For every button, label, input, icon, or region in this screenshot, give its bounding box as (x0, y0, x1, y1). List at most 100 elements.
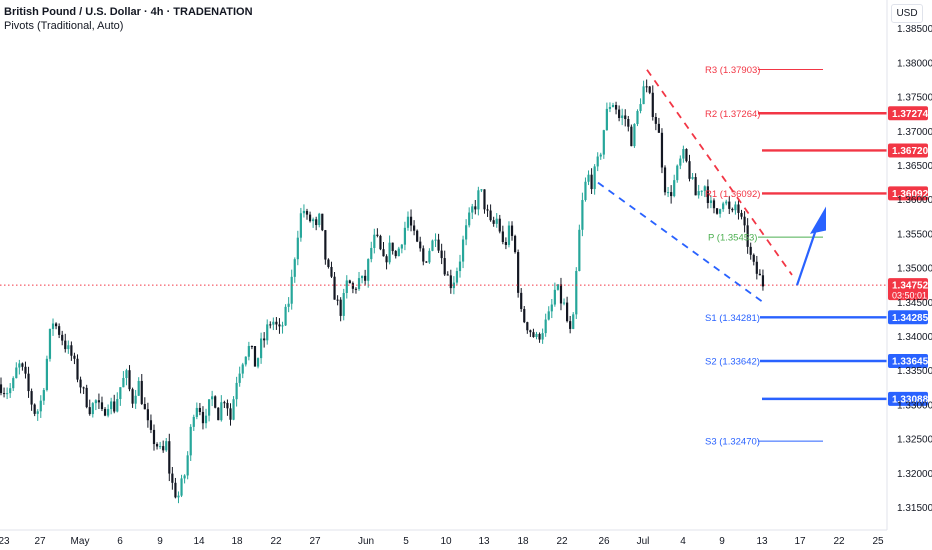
candle-body (455, 271, 459, 283)
candle-body (529, 330, 532, 333)
candle-body (694, 177, 697, 196)
last-price-tag-text: 1.34752 (892, 281, 929, 292)
candle-body (385, 256, 388, 263)
candle-body (217, 407, 220, 421)
candle-body (33, 404, 36, 414)
candle-body (679, 158, 682, 166)
pivot-label-r2: R2 (1.37264) (705, 109, 760, 120)
candle-body (602, 130, 605, 155)
candle-body (569, 321, 572, 329)
candle-body (189, 426, 192, 456)
candle-body (58, 326, 61, 335)
candle-body (100, 402, 104, 409)
candle-body (755, 261, 758, 274)
candle-body (48, 328, 52, 359)
candle-body (253, 346, 257, 367)
candle-body (140, 380, 143, 404)
candle-body (535, 333, 538, 337)
forecast-arrow-shaft (795, 223, 820, 286)
candle-body (440, 250, 443, 259)
candle-body (403, 227, 407, 245)
candle-body (192, 416, 195, 427)
candle-body (128, 370, 131, 390)
time-tick-label: 22 (556, 536, 568, 547)
price-tag-s2: 1.33645 (888, 353, 929, 368)
candle-body (517, 252, 520, 293)
candle-body (250, 346, 254, 348)
candle-body (116, 399, 119, 412)
candle-body (36, 411, 39, 414)
candle-body (642, 86, 645, 105)
candle-body (299, 213, 302, 238)
indicator-label[interactable]: Pivots (Traditional, Auto) (4, 20, 124, 32)
candle-body (263, 338, 266, 341)
candle-body (211, 396, 214, 400)
candle-body (697, 191, 700, 196)
candle-body (419, 241, 422, 249)
candle-body (737, 204, 740, 213)
candle-body (651, 92, 654, 117)
candle-body (645, 86, 648, 88)
price-tag-level-2-bg (888, 391, 928, 406)
candle-body (146, 409, 149, 421)
candle-body (6, 393, 9, 395)
candle-body (621, 115, 624, 118)
candle-body (220, 402, 223, 421)
candle-body (305, 210, 309, 215)
candle-body (618, 109, 621, 118)
candle-body (336, 299, 339, 301)
candle-body (474, 206, 477, 210)
candle-body (719, 209, 722, 214)
price-tick-label: 1.35000 (897, 264, 932, 275)
candle-body (88, 407, 91, 415)
currency-button[interactable]: USD (891, 4, 923, 23)
pivot-label-p: P (1.35453) (708, 233, 757, 244)
candle-body (691, 177, 694, 179)
candle-body (688, 161, 691, 179)
candle-body (45, 358, 48, 391)
candle-body (183, 475, 186, 479)
candle-body (162, 446, 165, 451)
candle-body (394, 251, 397, 257)
price-tag-s1: 1.34285 (888, 310, 929, 325)
candle-body (39, 400, 42, 412)
price-tick-label: 1.33000 (897, 400, 932, 411)
candle-body (743, 216, 746, 226)
candle-body (486, 209, 489, 211)
candle-body (461, 239, 465, 262)
pivot-label-r1: R1 (1.36092) (705, 189, 760, 200)
candle-body (504, 242, 507, 245)
candle-body (722, 203, 725, 210)
candle-body (2, 393, 6, 395)
candle-body (18, 363, 21, 368)
candle-body (195, 407, 198, 417)
candle-body (42, 390, 45, 401)
candle-body (587, 174, 590, 182)
pivot-label-s2: S2 (1.33642) (705, 356, 760, 367)
chart-header: British Pound / U.S. Dollar · 4h · TRADE… (4, 5, 253, 33)
price-tag-r1-text: 1.36092 (892, 189, 929, 200)
candle-body (434, 239, 437, 241)
candle-body (180, 478, 183, 496)
candle-body (520, 292, 523, 309)
candle-body (731, 208, 734, 211)
candle-body (296, 237, 299, 260)
candle-body (373, 234, 376, 248)
candle-body (413, 225, 416, 231)
candle-body (165, 441, 168, 451)
candle-body (207, 399, 211, 416)
candle-body (91, 403, 94, 415)
candle-body (82, 387, 85, 389)
candle-body (269, 324, 272, 326)
candle-body (559, 284, 563, 304)
time-tick-label: 4 (680, 536, 686, 547)
candle-body (685, 149, 688, 162)
candle-body (15, 367, 18, 379)
candle-body (538, 333, 541, 340)
candle-body (229, 408, 232, 420)
time-tick-label: 5 (403, 536, 409, 547)
candle-body (159, 446, 162, 448)
candle-body (746, 225, 749, 247)
candle-body (391, 242, 394, 252)
